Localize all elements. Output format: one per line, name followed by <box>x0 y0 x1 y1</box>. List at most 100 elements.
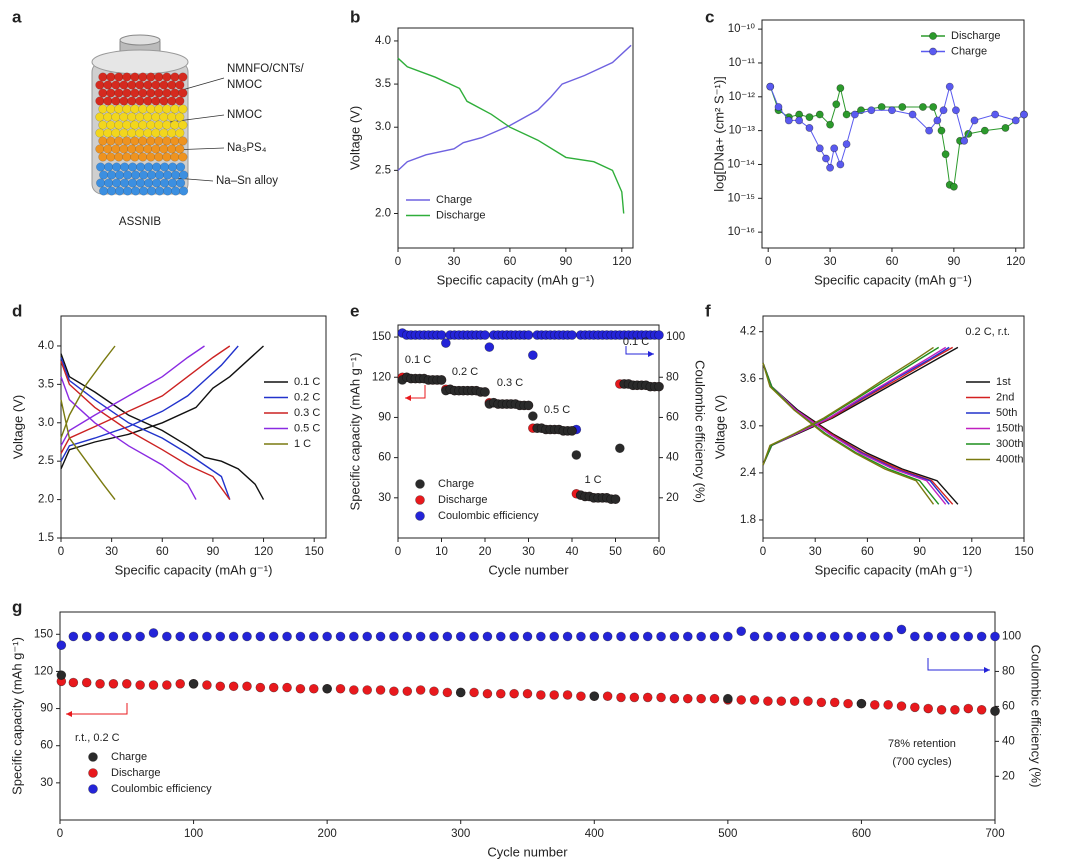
data-point <box>923 703 934 714</box>
data-point <box>888 106 896 115</box>
data-point <box>389 631 399 642</box>
y-axis-label: Specific capacity (mAh g⁻¹) <box>347 353 362 511</box>
particle <box>143 112 153 122</box>
particle <box>163 186 173 196</box>
y2-tick-label: 60 <box>666 411 679 423</box>
data-point <box>856 631 867 642</box>
data-point <box>441 338 451 348</box>
data-point <box>843 698 853 709</box>
particle <box>163 170 173 180</box>
data-point <box>836 84 845 93</box>
particle <box>106 104 116 114</box>
particle <box>112 162 122 172</box>
legend-label: Charge <box>438 478 474 490</box>
particle <box>146 88 156 98</box>
data-point <box>436 375 447 385</box>
data-point <box>805 113 814 122</box>
data-point <box>495 631 506 642</box>
data-point <box>990 631 1000 642</box>
particle <box>179 170 189 180</box>
particle <box>98 136 108 146</box>
particle <box>119 80 129 90</box>
data-point <box>763 696 773 706</box>
x-tick-label: 150 <box>1014 546 1033 558</box>
chart: c 0 30 60 90 120 10⁻¹⁶ 10⁻¹⁵ 10⁻¹⁴ 10⁻¹³ 10⁻¹² 10⁻¹… <box>705 7 1028 287</box>
data-point <box>308 631 319 642</box>
data-point <box>480 387 490 397</box>
axis-arrow <box>625 346 654 355</box>
x-tick-label: 0 <box>395 546 401 558</box>
particle <box>176 178 186 188</box>
legend-marker <box>415 479 425 489</box>
particle <box>114 88 124 98</box>
data-point <box>522 688 533 699</box>
data-line <box>769 86 1025 188</box>
data-point <box>789 631 800 642</box>
legend-label: 0.5 C <box>294 422 320 434</box>
data-point <box>654 381 664 392</box>
legend-label: Charge <box>111 751 147 763</box>
data-point <box>268 631 279 642</box>
particle <box>171 186 181 196</box>
particle <box>130 152 140 162</box>
particle <box>171 170 181 180</box>
y-tick-label: 150 <box>372 331 391 343</box>
data-point <box>774 103 783 111</box>
chart: e 0 10 20 30 40 50 60 30 60 90 120 150 20 40 60 80 100 Cyc… <box>347 301 707 577</box>
x-tick-label: 0 <box>57 828 63 840</box>
legend-label: Coulombic efficiency <box>438 510 539 522</box>
legend-marker <box>929 47 937 56</box>
y-tick-label: 2.0 <box>38 494 54 506</box>
data-point <box>749 631 760 642</box>
data-point <box>282 631 292 642</box>
data-point <box>1011 116 1020 125</box>
particle <box>103 96 113 106</box>
data-point <box>816 631 827 642</box>
data-point <box>68 631 79 642</box>
data-point <box>654 330 664 340</box>
panel-label: d <box>12 301 22 320</box>
particle <box>95 96 105 106</box>
data-point <box>375 685 386 695</box>
y-tick-label: 30 <box>378 492 391 504</box>
data-point <box>295 631 306 642</box>
particle <box>114 72 124 82</box>
particle <box>127 144 137 154</box>
particle <box>147 170 157 180</box>
data-point <box>869 631 880 642</box>
particle <box>154 152 164 162</box>
data-point <box>963 703 974 714</box>
data-point <box>656 692 666 703</box>
annotation: 1 C <box>584 474 601 486</box>
x-axis-label: Cycle number <box>487 844 568 859</box>
data-point <box>736 695 747 705</box>
particle <box>144 178 154 188</box>
data-point <box>349 685 359 695</box>
data-point <box>766 82 775 91</box>
data-point <box>850 110 859 119</box>
particle <box>152 162 162 172</box>
data-point <box>215 681 226 692</box>
data-point <box>883 700 893 710</box>
particle <box>154 104 164 114</box>
y-tick-label: 30 <box>40 777 53 789</box>
x-tick-label: 30 <box>448 256 461 268</box>
data-point <box>202 631 212 642</box>
particle <box>136 162 146 172</box>
data-point <box>81 677 92 688</box>
y-axis-label: Voltage (V) <box>712 395 727 459</box>
legend-label: Coulombic efficiency <box>111 783 212 795</box>
data-point <box>56 640 67 651</box>
data-point <box>829 631 840 642</box>
y-tick-label: 2.4 <box>740 467 757 479</box>
data-point <box>723 693 733 704</box>
y2-tick-label: 40 <box>1002 735 1015 747</box>
particle <box>143 96 153 106</box>
axis-arrow <box>927 658 990 671</box>
particle <box>122 136 132 146</box>
particle <box>138 120 148 130</box>
legend-marker <box>88 768 98 778</box>
data-point <box>991 110 1000 119</box>
data-point <box>822 154 830 163</box>
data-point <box>836 160 845 169</box>
